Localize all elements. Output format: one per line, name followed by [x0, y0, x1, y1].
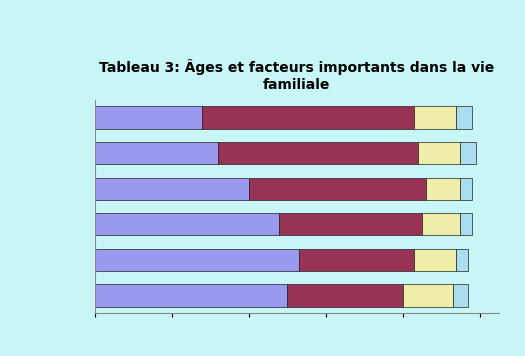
Bar [94, 106, 202, 129]
Bar [403, 284, 453, 307]
Bar [94, 213, 279, 235]
Bar [94, 142, 218, 164]
Bar [299, 249, 414, 271]
Bar [202, 106, 414, 129]
Bar [460, 178, 472, 200]
Title: Tableau 3: Âges et facteurs importants dans la vie
familiale: Tableau 3: Âges et facteurs importants d… [99, 59, 494, 91]
Bar [279, 213, 422, 235]
Bar [414, 106, 456, 129]
Bar [460, 142, 476, 164]
Bar [456, 106, 472, 129]
Bar [460, 213, 472, 235]
Bar [94, 249, 299, 271]
Bar [94, 178, 248, 200]
Bar [422, 213, 460, 235]
Bar [94, 284, 287, 307]
Bar [414, 249, 456, 271]
Bar [418, 142, 460, 164]
Bar [287, 284, 403, 307]
Bar [453, 284, 468, 307]
Bar [456, 249, 468, 271]
Bar [218, 142, 418, 164]
Bar [248, 178, 426, 200]
Bar [426, 178, 460, 200]
